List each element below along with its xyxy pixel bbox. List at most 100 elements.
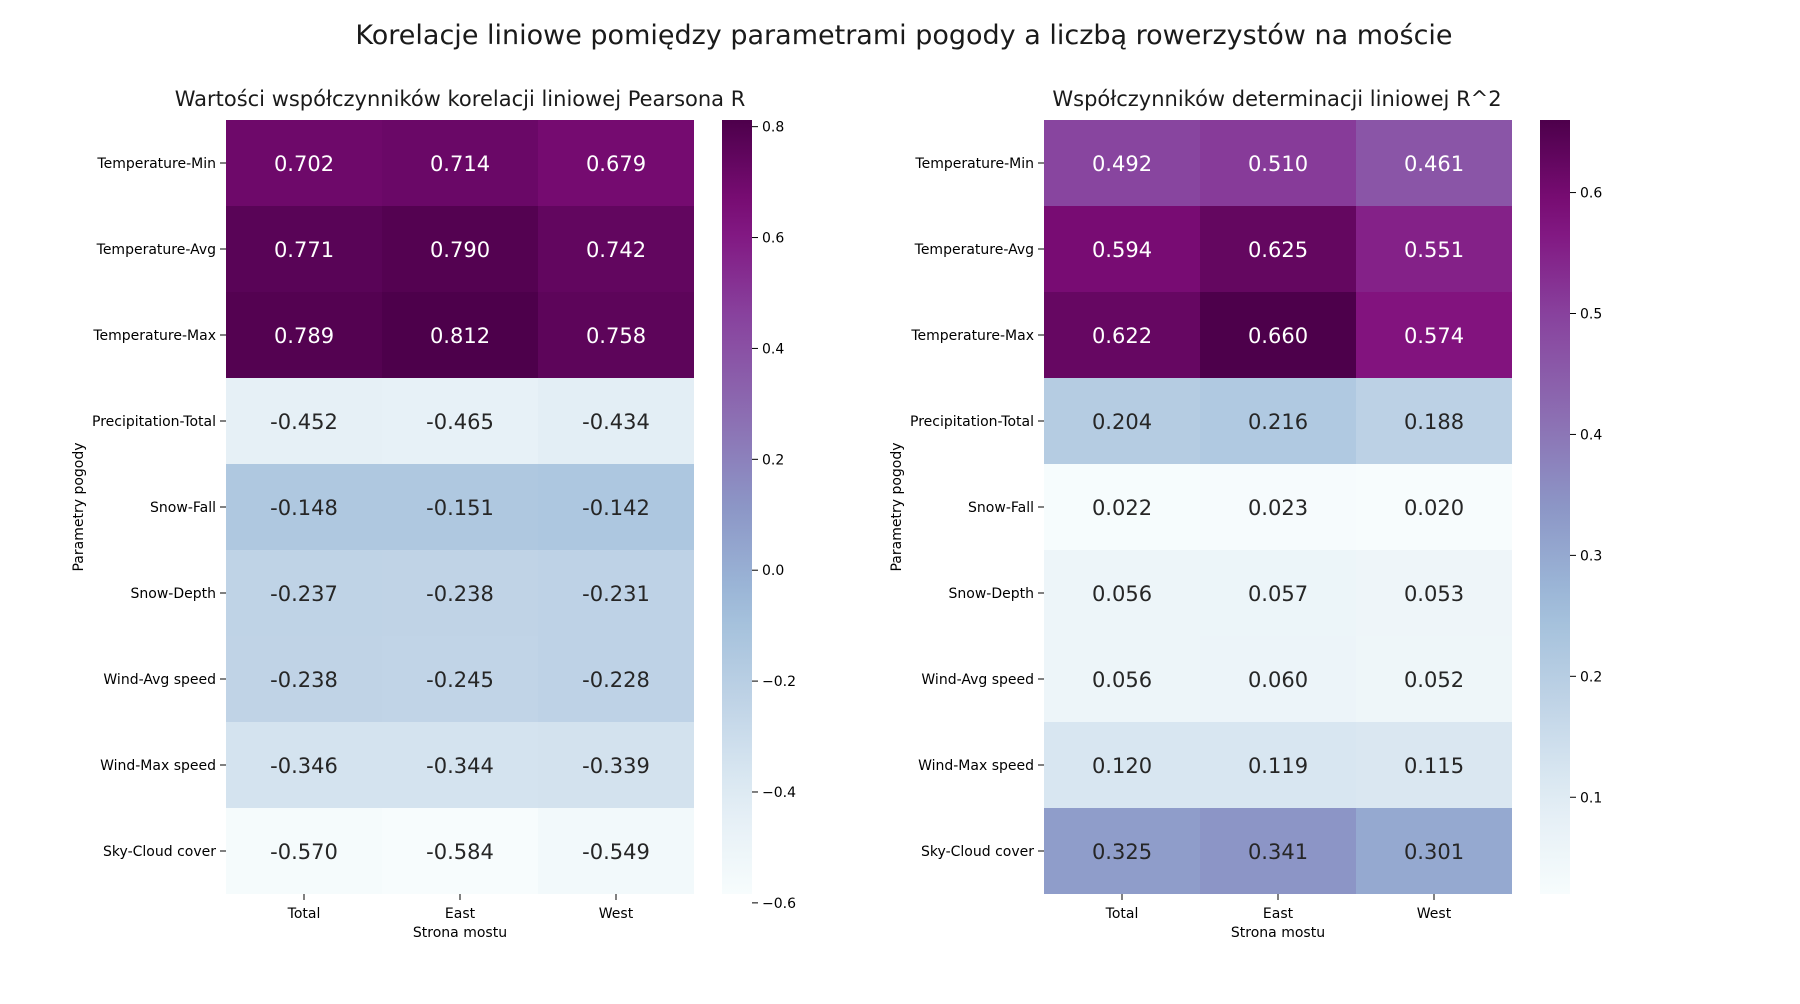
panel-1-cell-label-r5-c0: -0.237 [270,582,338,606]
panel-2-cell-label-r6-c0: 0.056 [1092,668,1152,692]
panel-1-cell-label-r7-c0: -0.346 [270,754,338,778]
panel-1-ytick-label-3: Precipitation-Total [92,414,216,430]
panel-1-ytick-label-1: Temperature-Avg [96,242,216,258]
panel-1-ytick-label-6: Wind-Avg speed [103,672,216,688]
panel-1-cell-r5-c2 [538,550,694,636]
panel-2-cell-label-r7-c2: 0.115 [1404,754,1464,778]
panel-2-cell-label-r8-c2: 0.301 [1404,840,1464,864]
panel-1-ytick-label-8: Sky-Cloud cover [103,844,216,860]
panel-2-ytick-label-4: Snow-Fall [968,500,1034,516]
panel-2-cell-label-r3-c0: 0.204 [1092,410,1152,434]
panel-2-cell-label-r0-c1: 0.510 [1248,152,1308,176]
panel-2-cell-label-r7-c0: 0.120 [1092,754,1152,778]
panel-1-cell-r3-c2 [538,378,694,464]
panel-2-cell-r2-c1 [1200,292,1356,378]
panel-2-xtick-label-2: West [1417,906,1452,922]
panel-1-cell-r8-c0 [226,808,382,894]
panel-1-cell-r1-c0 [226,206,382,292]
panel-2-colorbar-tick-label-2: 0.3 [1580,548,1602,564]
panel-2-cell-label-r1-c1: 0.625 [1248,238,1308,262]
panel-1-cell-label-r5-c1: -0.238 [426,582,494,606]
panel-1-cell-r0-c2 [538,120,694,206]
panel-1-ytick-label-7: Wind-Max speed [100,758,216,774]
panel-2-cell-r8-c1 [1200,808,1356,894]
panel-2-cell-r8-c2 [1356,808,1512,894]
panel-1-colorbar-tick-label-2: −0.2 [762,674,796,690]
panel-1-colorbar-tick-label-4: 0.2 [762,452,784,468]
panel-1-ytick-label-2: Temperature-Max [92,328,216,344]
panel-1-cell-r7-c2 [538,722,694,808]
panel-2-cell-r1-c1 [1200,206,1356,292]
panel-2-cell-label-r4-c0: 0.022 [1092,496,1152,520]
panel-2-ytick-label-6: Wind-Avg speed [921,672,1034,688]
panel-2-cell-r0-c1 [1200,120,1356,206]
panel-1-cell-label-r6-c1: -0.245 [426,668,494,692]
panel-2-xtick-label-1: East [1263,906,1294,922]
panel-2-cell-r7-c1 [1200,722,1356,808]
panel-2-cell-label-r0-c2: 0.461 [1404,152,1464,176]
panel-1-xtick-label-0: Total [287,906,321,922]
panel-1-cell-label-r4-c2: -0.142 [582,496,650,520]
panel-1-cell-label-r1-c2: 0.742 [586,238,646,262]
panel-2-ytick-label-3: Precipitation-Total [910,414,1034,430]
panel-2-cell-r0-c2 [1356,120,1512,206]
panel-1-cell-r4-c2 [538,464,694,550]
panel-1-cell-r7-c0 [226,722,382,808]
panel-1-xtick-label-1: East [445,906,476,922]
panel-2-cell-label-r6-c2: 0.052 [1404,668,1464,692]
panel-1-cell-r1-c2 [538,206,694,292]
panel-2-colorbar [1540,120,1570,894]
panel-2-cell-label-r2-c0: 0.622 [1092,324,1152,348]
panel-2-cell-label-r3-c1: 0.216 [1248,410,1308,434]
panel-2-cell-label-r1-c0: 0.594 [1092,238,1152,262]
panel-2-cell-label-r0-c0: 0.492 [1092,152,1152,176]
panel-2-title: Współczynników determinacji liniowej R^2 [1052,87,1501,111]
panel-2-cell-r2-c0 [1044,292,1200,378]
panel-1-colorbar-tick-label-3: 0.0 [762,563,784,579]
panel-2-ytick-label-8: Sky-Cloud cover [921,844,1034,860]
panel-1-cell-r5-c1 [382,550,538,636]
panel-1-cell-label-r4-c1: -0.151 [426,496,494,520]
panel-2-cell-label-r8-c1: 0.341 [1248,840,1308,864]
panel-1-cell-label-r0-c1: 0.714 [430,152,490,176]
panel-1-colorbar [722,120,752,894]
panel-1-colorbar-tick-label-7: 0.8 [762,120,784,136]
panel-1-cell-r8-c1 [382,808,538,894]
panel-1-colorbar-tick-label-5: 0.4 [762,341,784,357]
panel-1-cell-label-r8-c0: -0.570 [270,840,338,864]
panel-1-cell-r4-c1 [382,464,538,550]
panel-1-cell-label-r2-c2: 0.758 [586,324,646,348]
figure-title: Korelacje liniowe pomiędzy parametrami p… [355,20,1452,51]
panel-2-ylabel: Parametry pogody [889,442,905,571]
panel-2-cell-r6-c2 [1356,636,1512,722]
panel-2-cell-label-r7-c1: 0.119 [1248,754,1308,778]
panel-1-cell-label-r0-c2: 0.679 [586,152,646,176]
panel-1-cell-r8-c2 [538,808,694,894]
panel-2-cell-r3-c2 [1356,378,1512,464]
panel-2-cell-r0-c0 [1044,120,1200,206]
panel-2-cell-r6-c0 [1044,636,1200,722]
panel-1-cell-label-r6-c2: -0.228 [582,668,650,692]
panel-2-cell-r3-c0 [1044,378,1200,464]
panel-1-colorbar-tick-label-0: −0.6 [762,896,796,912]
panel-1-cell-r2-c0 [226,292,382,378]
panel-1-xtick-label-2: West [599,906,634,922]
panel-1-title: Wartości współczynników korelacji liniow… [175,87,746,111]
panel-1-ytick-label-4: Snow-Fall [150,500,216,516]
panel-2-cell-label-r6-c1: 0.060 [1248,668,1308,692]
panel-2-ytick-label-1: Temperature-Avg [914,242,1034,258]
panel-1-cell-label-r3-c2: -0.434 [582,410,650,434]
panel-1-cell-r2-c2 [538,292,694,378]
panel-2-cell-label-r4-c1: 0.023 [1248,496,1308,520]
panel-2-cell-label-r2-c2: 0.574 [1404,324,1464,348]
panel-1-cell-r0-c1 [382,120,538,206]
panel-1-cell-label-r5-c2: -0.231 [582,582,650,606]
panel-2-cell-r1-c2 [1356,206,1512,292]
panel-2-ytick-label-7: Wind-Max speed [918,758,1034,774]
panel-2-cell-r5-c2 [1356,550,1512,636]
panel-1-ylabel: Parametry pogody [71,442,87,571]
panel-1-cell-label-r0-c0: 0.702 [274,152,334,176]
panel-2-cell-label-r3-c2: 0.188 [1404,410,1464,434]
panel-1-cell-label-r4-c0: -0.148 [270,496,338,520]
